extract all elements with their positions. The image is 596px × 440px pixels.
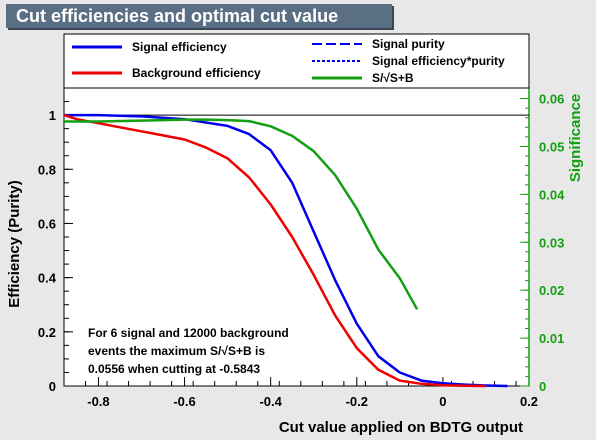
x-tick-label: 0.2 [520, 394, 538, 409]
y-tick-label: 0 [49, 379, 56, 394]
x-axis-title: Cut value applied on BDTG output [279, 419, 523, 436]
y2-tick-label: 0.04 [539, 187, 565, 202]
annotation-line: events the maximum S/√S+B is [88, 344, 265, 358]
series-line-1 [63, 113, 486, 388]
x-tick-labels: -0.8 -0.6 -0.4 -0.2 0 0.2 [87, 394, 538, 409]
y-tick-label: 0.6 [38, 216, 56, 231]
plot-area [63, 87, 530, 387]
y2-tick-label: 0.05 [539, 139, 564, 154]
y2-axis-title: Significance [567, 94, 584, 182]
legend-label: Signal efficiency*purity [372, 54, 505, 68]
legend-label: Signal purity [372, 37, 445, 51]
y-tick-label: 0.4 [38, 271, 57, 286]
y-tick-labels: 0 0.2 0.4 0.6 0.8 1 [38, 108, 57, 394]
annotation: For 6 signal and 12000 background events … [88, 326, 289, 376]
y-axis-title: Efficiency (Purity) [6, 180, 23, 308]
y2-tick-labels: 0 0.01 0.02 0.03 0.04 0.05 0.06 [539, 92, 565, 394]
annotation-line: For 6 signal and 12000 background [88, 326, 289, 340]
x-tick-label: -0.4 [259, 394, 282, 409]
x-tick-label: 0 [439, 394, 446, 409]
y2-tick-label: 0.03 [539, 235, 564, 250]
y-tick-label: 0.2 [38, 325, 56, 340]
y2-tick-label: 0 [539, 379, 546, 394]
legend-label: Background efficiency [132, 66, 261, 80]
series-line-2 [64, 118, 419, 310]
y2-tick-label: 0.02 [539, 283, 564, 298]
y2-tick-label: 0.01 [539, 331, 564, 346]
legend: Signal efficiency Background efficiency Si… [63, 33, 530, 89]
legend-label: S/√S+B [372, 71, 414, 85]
x-tick-label: -0.8 [87, 394, 109, 409]
y-tick-label: 1 [49, 108, 56, 123]
series-layer [63, 113, 508, 388]
y2-tick-label: 0.06 [539, 92, 564, 107]
legend-box [63, 33, 530, 89]
legend-label: Signal efficiency [132, 40, 227, 54]
annotation-line: 0.0556 when cutting at -0.5843 [88, 362, 260, 376]
y-tick-label: 0.8 [38, 162, 56, 177]
chart-title: Cut efficiencies and optimal cut value [6, 4, 392, 28]
x-tick-label: -0.2 [346, 394, 368, 409]
x-tick-label: -0.6 [173, 394, 195, 409]
